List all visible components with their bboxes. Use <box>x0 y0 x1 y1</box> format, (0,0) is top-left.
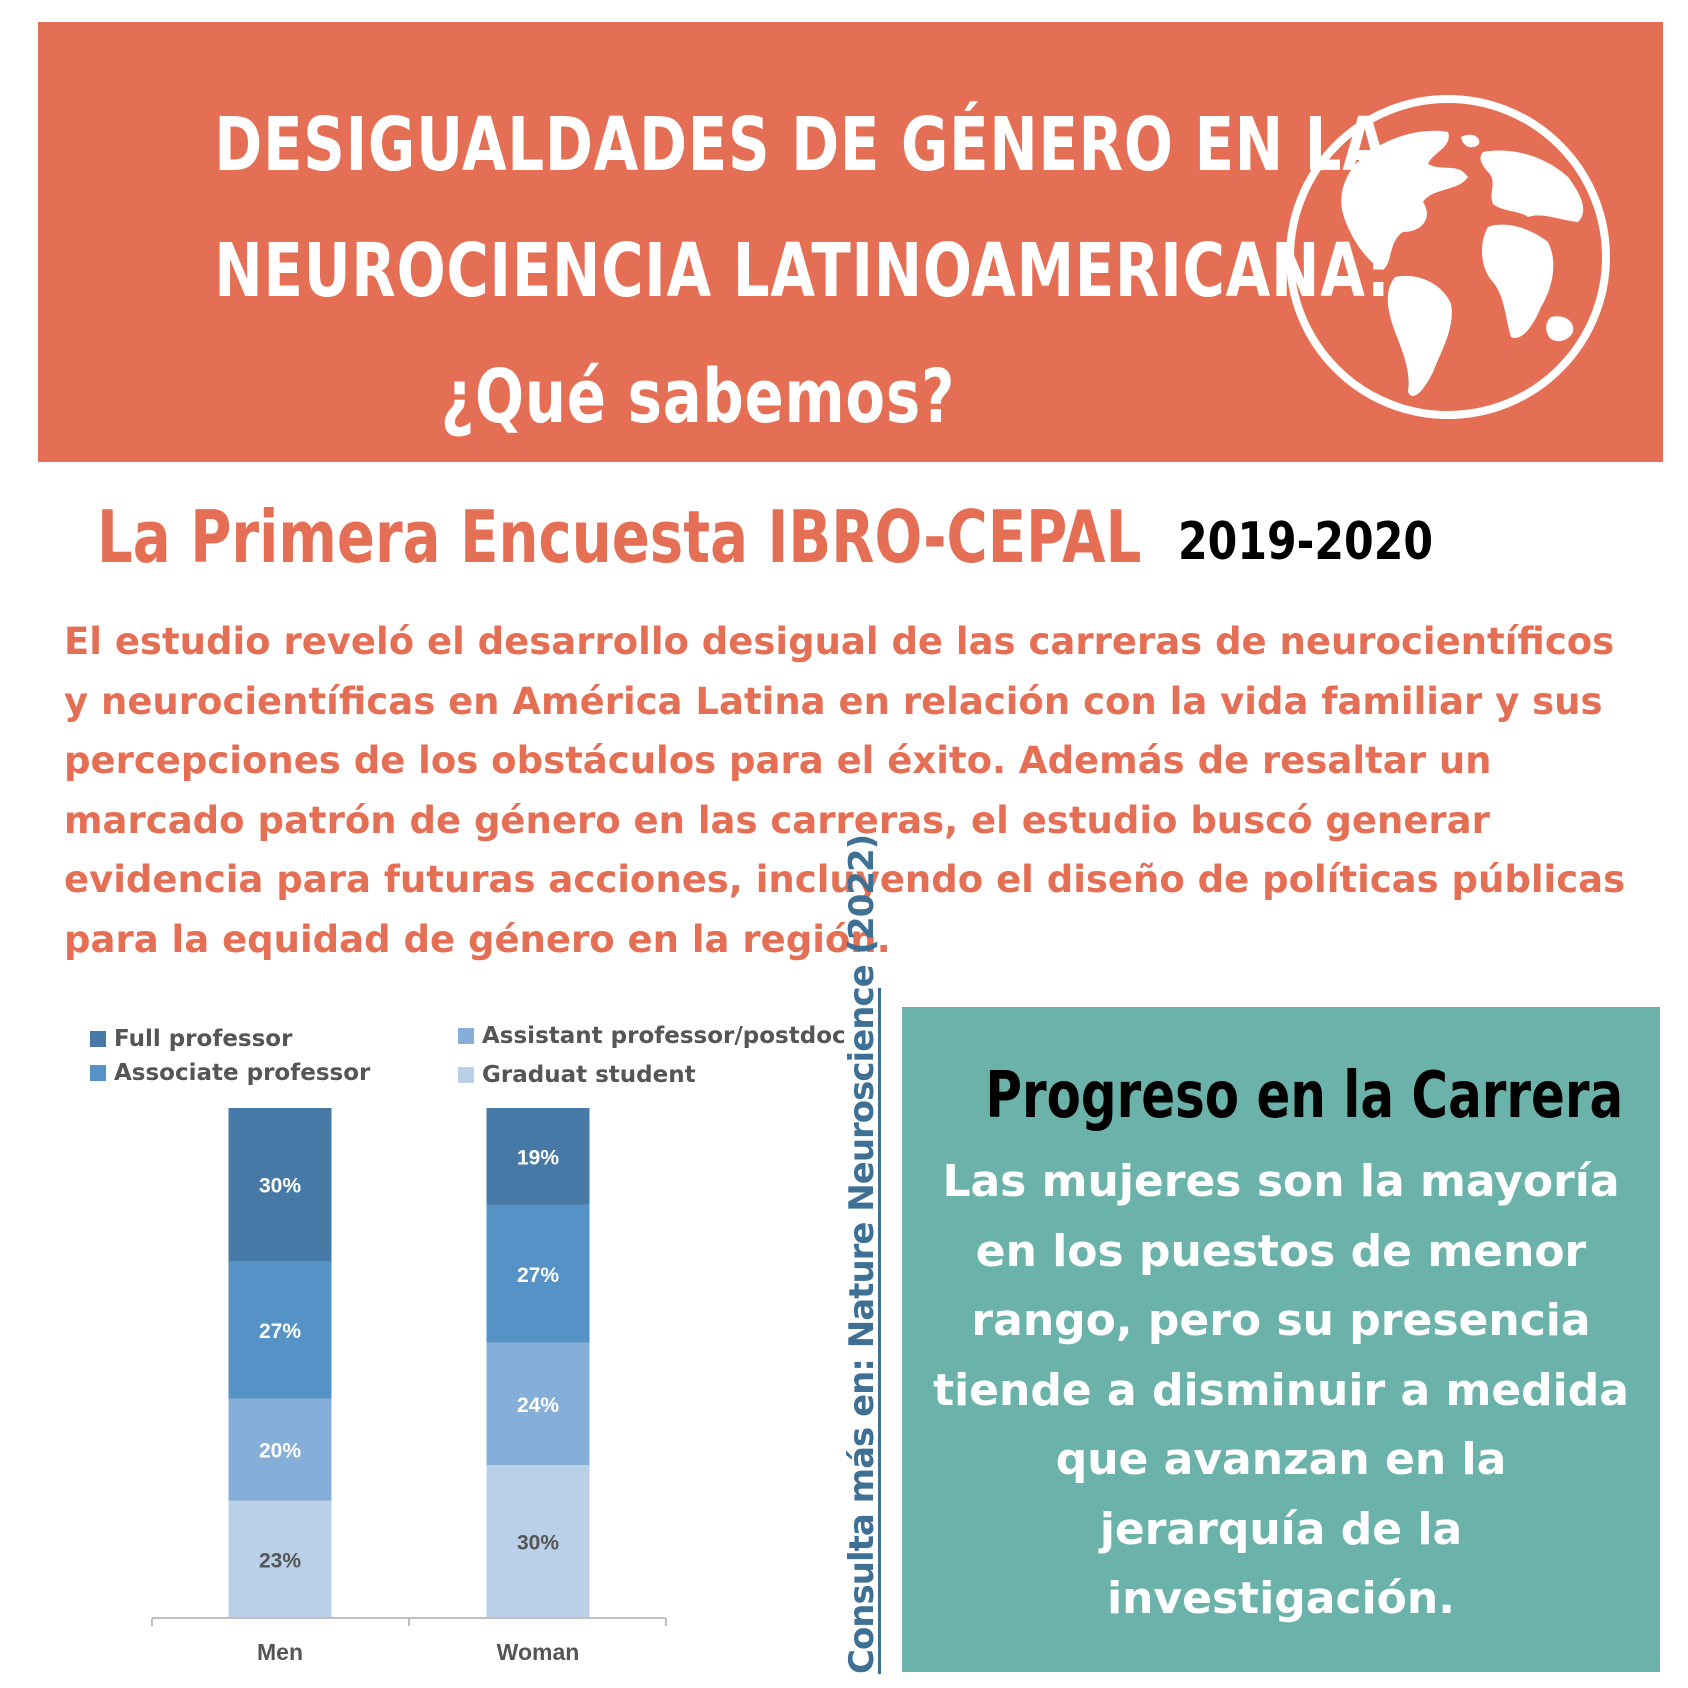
intro-line: y neurocientíficas en América Latina en … <box>64 679 1603 723</box>
legend-label: Graduat student <box>482 1062 696 1088</box>
bar-segment <box>486 1342 590 1465</box>
progress-line: Las mujeres son la mayoría <box>942 1156 1620 1207</box>
legend-item-associate-professor: Associate professor <box>90 1060 370 1086</box>
legend-label: Assistant professor/postdoc <box>482 1023 846 1049</box>
bar-segment <box>486 1465 590 1618</box>
survey-years: 2019-2020 <box>1178 512 1434 572</box>
intro-line: marcado patrón de género en las carreras… <box>64 798 1490 842</box>
page-title: DESIGUALDADES DE GÉNERO EN LA NEUROCIENC… <box>214 82 1391 460</box>
progress-line: tiende a disminuir a medida <box>933 1364 1629 1416</box>
header-banner: DESIGUALDADES DE GÉNERO EN LA NEUROCIENC… <box>38 22 1663 462</box>
reference-note: Consulta más en: Nature Neuroscience (20… <box>842 834 882 1674</box>
legend-item-assistant-professor: Assistant professor/postdoc <box>458 1023 846 1049</box>
progress-line: rango, pero su presencia <box>971 1295 1591 1346</box>
title-line-1: DESIGUALDADES DE GÉNERO EN LA <box>214 102 1388 188</box>
data-label: 24% <box>517 1394 559 1417</box>
chart-plot-area: 23% 20% 27% 30% Men 30% 24% 27% 19% Woman <box>151 1108 667 1665</box>
data-label: 27% <box>517 1264 559 1287</box>
bar-segment <box>228 1398 332 1501</box>
data-label: 27% <box>259 1320 301 1343</box>
data-label: 30% <box>517 1532 559 1555</box>
legend-item-graduate-student: Graduat student <box>458 1062 696 1088</box>
intro-line: para la equidad de género en la región. <box>64 917 891 961</box>
legend-label: Associate professor <box>114 1060 371 1086</box>
progress-text: Las mujeres son la mayoría en los puesto… <box>902 1147 1660 1634</box>
title-line-3: ¿Qué sabemos? <box>440 354 956 440</box>
progress-box: Progreso en la Carrera Las mujeres son l… <box>902 1007 1660 1672</box>
bar-segment <box>228 1500 332 1618</box>
progress-title: Progreso en la Carrera <box>985 1059 1624 1133</box>
intro-paragraph: El estudio reveló el desarrollo desigual… <box>64 612 1626 969</box>
intro-line: percepciones de los obstáculos para el é… <box>64 739 1492 782</box>
legend-item-full-professor: Full professor <box>90 1026 292 1052</box>
legend-label: Full professor <box>114 1026 293 1052</box>
intro-line: evidencia para futuras acciones, incluye… <box>64 858 1626 901</box>
survey-title: La Primera Encuesta IBRO-CEPAL <box>97 495 1142 579</box>
data-label: 20% <box>259 1440 301 1463</box>
data-label: 19% <box>517 1146 559 1169</box>
bar-segment <box>486 1204 590 1343</box>
reference-divider <box>878 988 881 1674</box>
data-label: 23% <box>259 1549 301 1572</box>
globe-icon <box>1286 95 1610 419</box>
bar-segment <box>228 1108 332 1261</box>
legend-swatch <box>90 1031 106 1047</box>
progress-line: que avanzan en la <box>1055 1434 1507 1485</box>
legend-swatch <box>458 1067 474 1083</box>
reference-text: Consulta más en: Nature Neuroscience (20… <box>842 834 882 1674</box>
progress-line: investigación. <box>1107 1573 1455 1624</box>
progress-line: jerarquía de la <box>1099 1503 1463 1555</box>
bar-segment <box>228 1261 332 1399</box>
data-label: 30% <box>259 1175 301 1198</box>
legend-swatch <box>458 1028 474 1044</box>
progress-line: en los puestos de menor <box>975 1225 1587 1277</box>
bar-segment <box>486 1108 590 1205</box>
x-tick-label: Men <box>257 1639 303 1665</box>
legend-swatch <box>90 1065 106 1081</box>
title-line-2: NEUROCIENCIA LATINOAMERICANA: <box>214 228 1391 314</box>
x-tick-label: Woman <box>497 1639 580 1665</box>
stacked-bar-chart: Full professor Associate professor Assis… <box>70 990 846 1680</box>
intro-line: El estudio reveló el desarrollo desigual… <box>64 620 1615 663</box>
